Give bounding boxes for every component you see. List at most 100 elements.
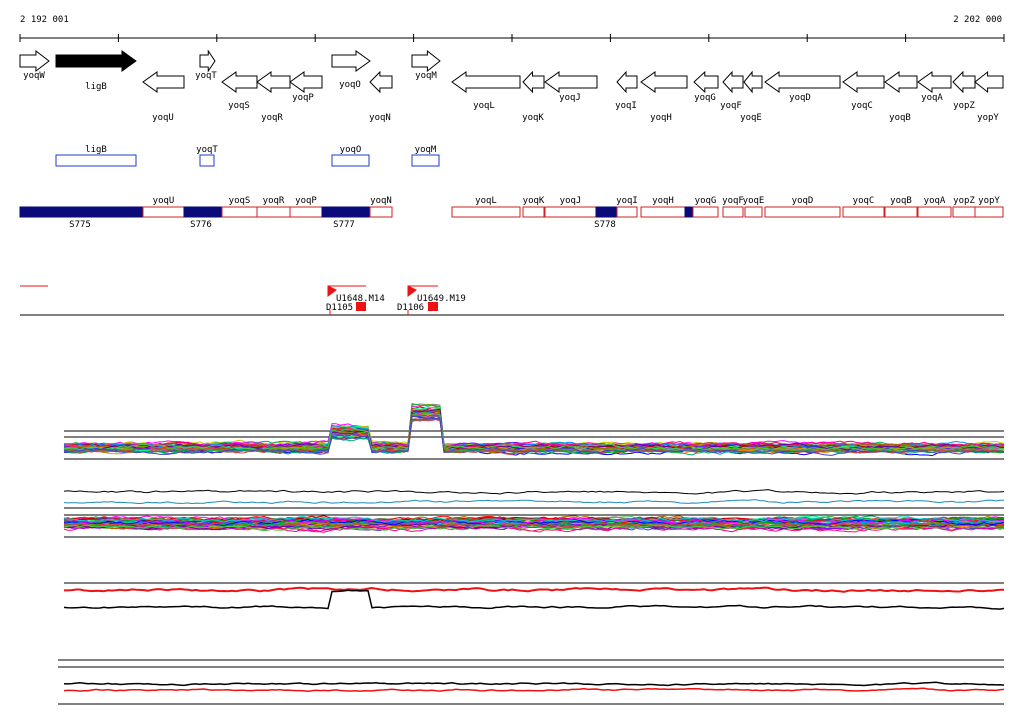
segment-gene-label: yoqF <box>722 196 744 206</box>
gene-arrow-yoqf[interactable] <box>722 70 744 94</box>
segment-block[interactable] <box>917 206 952 218</box>
segment-block[interactable] <box>722 206 744 218</box>
gene-label-yoqt[interactable]: yoqT <box>195 71 217 81</box>
gene-arrow-yoqw[interactable] <box>19 49 50 73</box>
gene-label-yoqm[interactable]: yoqM <box>415 71 437 81</box>
segment-block[interactable] <box>764 206 841 218</box>
segment-block[interactable] <box>321 206 371 218</box>
expression-profile-panel-2 <box>63 489 1005 538</box>
feature-box-yoqt[interactable] <box>199 154 215 167</box>
segment-block[interactable] <box>256 206 291 218</box>
probe-label-d1105[interactable]: D1105 <box>326 303 353 313</box>
gene-label-yopz[interactable]: yopZ <box>953 101 975 111</box>
gene-arrow-yoqh[interactable] <box>640 71 688 93</box>
probe-label-u1648[interactable]: U1648.M14 <box>336 294 385 304</box>
segment-block[interactable] <box>692 206 719 218</box>
segment-gene-label: yoqR <box>263 196 285 206</box>
gene-label-ligb[interactable]: ligB <box>85 82 107 92</box>
gene-arrow-yoql[interactable] <box>451 71 521 93</box>
gene-arrow-yoqn[interactable] <box>369 70 393 94</box>
gene-label-yoqr[interactable]: yoqR <box>261 113 283 123</box>
expression-profile-panel-3 <box>63 582 1005 610</box>
gene-label-yoqb[interactable]: yoqB <box>889 113 911 123</box>
segment-gene-label: yoqH <box>652 196 674 206</box>
gene-label-yopy[interactable]: yopY <box>977 113 999 123</box>
feature-box-yoqo[interactable] <box>331 154 370 167</box>
gene-arrow-yoqe[interactable] <box>743 70 763 94</box>
ruler-end-coordinate: 2 202 000 <box>953 15 1002 25</box>
segment-block[interactable] <box>142 206 185 218</box>
gene-arrow-yoqu[interactable] <box>142 71 185 93</box>
segment-block[interactable] <box>595 206 618 218</box>
segment-gene-label: yoqJ <box>560 196 582 206</box>
gene-label-yoqi[interactable]: yoqI <box>615 101 637 111</box>
gene-arrow-yoqr[interactable] <box>256 71 291 93</box>
gene-label-yoqg[interactable]: yoqG <box>694 93 716 103</box>
segment-block[interactable] <box>952 206 976 218</box>
gene-arrow-yopy[interactable] <box>974 70 1004 94</box>
gene-arrow-yoqd[interactable] <box>764 71 841 93</box>
gene-label-yoqc[interactable]: yoqC <box>851 101 873 111</box>
segment-block[interactable] <box>974 206 1004 218</box>
gene-arrow-yopz[interactable] <box>952 70 976 94</box>
probe-label-d1106[interactable]: D1106 <box>397 303 424 313</box>
probe-marker-d1105[interactable] <box>356 302 366 311</box>
gene-arrow-yoqg[interactable] <box>693 70 719 94</box>
segment-block[interactable] <box>183 206 223 218</box>
gene-label-yoqa[interactable]: yoqA <box>921 93 943 103</box>
segment-name-s777[interactable]: S777 <box>333 220 355 230</box>
gene-label-yoqe[interactable]: yoqE <box>740 113 762 123</box>
gene-label-yoqj[interactable]: yoqJ <box>559 93 581 103</box>
gene-label-yoqh[interactable]: yoqH <box>650 113 672 123</box>
segment-block[interactable] <box>221 206 258 218</box>
feature-box-yoqm[interactable] <box>411 154 440 167</box>
gene-label-yoqs[interactable]: yoqS <box>228 101 250 111</box>
segment-block[interactable] <box>544 206 597 218</box>
gene-arrow-yoqj[interactable] <box>544 71 598 93</box>
gene-arrow-yoqs[interactable] <box>221 71 258 93</box>
gene-label-yoqp[interactable]: yoqP <box>292 93 314 103</box>
segment-name-s775[interactable]: S775 <box>69 220 91 230</box>
gene-label-yoqo[interactable]: yoqO <box>339 80 361 90</box>
gene-label-yoql[interactable]: yoqL <box>473 101 495 111</box>
segment-block[interactable] <box>684 206 694 218</box>
segment-block[interactable] <box>616 206 638 218</box>
segment-name-s778[interactable]: S778 <box>594 220 616 230</box>
segment-block[interactable] <box>19 206 144 218</box>
gene-arrow-yoqp[interactable] <box>289 71 323 93</box>
gene-arrow-yoqa[interactable] <box>917 71 952 93</box>
expression-series-line <box>63 516 1004 525</box>
segment-block[interactable] <box>451 206 521 218</box>
expression-series-line <box>63 409 1005 453</box>
segment-block[interactable] <box>522 206 545 218</box>
segment-block[interactable] <box>842 206 885 218</box>
gene-label-yoqf[interactable]: yoqF <box>720 101 742 111</box>
gene-label-yoqd[interactable]: yoqD <box>789 93 811 103</box>
segment-name-s776[interactable]: S776 <box>190 220 212 230</box>
gene-arrow-yoqk[interactable] <box>522 70 545 94</box>
segment-block[interactable] <box>640 206 686 218</box>
gene-arrow-yoqo[interactable] <box>331 50 371 72</box>
segment-block[interactable] <box>289 206 323 218</box>
gene-label-yoqk[interactable]: yoqK <box>522 113 544 123</box>
gene-arrow-yoqi[interactable] <box>616 70 638 94</box>
gene-label-yoqn[interactable]: yoqN <box>369 113 391 123</box>
probe-marker-d1106[interactable] <box>428 302 438 311</box>
segment-block[interactable] <box>369 206 393 218</box>
gene-arrow-ligb[interactable] <box>55 50 137 72</box>
segment-block[interactable] <box>884 206 918 218</box>
feature-box-ligb[interactable] <box>55 154 137 167</box>
gene-label-yoqu[interactable]: yoqU <box>152 113 174 123</box>
segment-gene-label: yoqA <box>924 196 946 206</box>
gene-arrow-yoqt[interactable] <box>199 49 216 73</box>
segment-names: S775 S776 S777 S778 <box>69 220 616 230</box>
probe-label-u1649[interactable]: U1649.M19 <box>417 294 466 304</box>
gene-arrow-yoqm[interactable] <box>411 49 441 73</box>
gene-arrow-yoqb[interactable] <box>884 71 918 93</box>
segment-gene-label: yoqG <box>695 196 717 206</box>
gene-arrow-yoqc[interactable] <box>842 71 885 93</box>
segment-block[interactable] <box>744 206 763 218</box>
gene-label-yoqw[interactable]: yoqW <box>23 71 45 81</box>
segment-gene-label: yopY <box>978 196 1000 206</box>
